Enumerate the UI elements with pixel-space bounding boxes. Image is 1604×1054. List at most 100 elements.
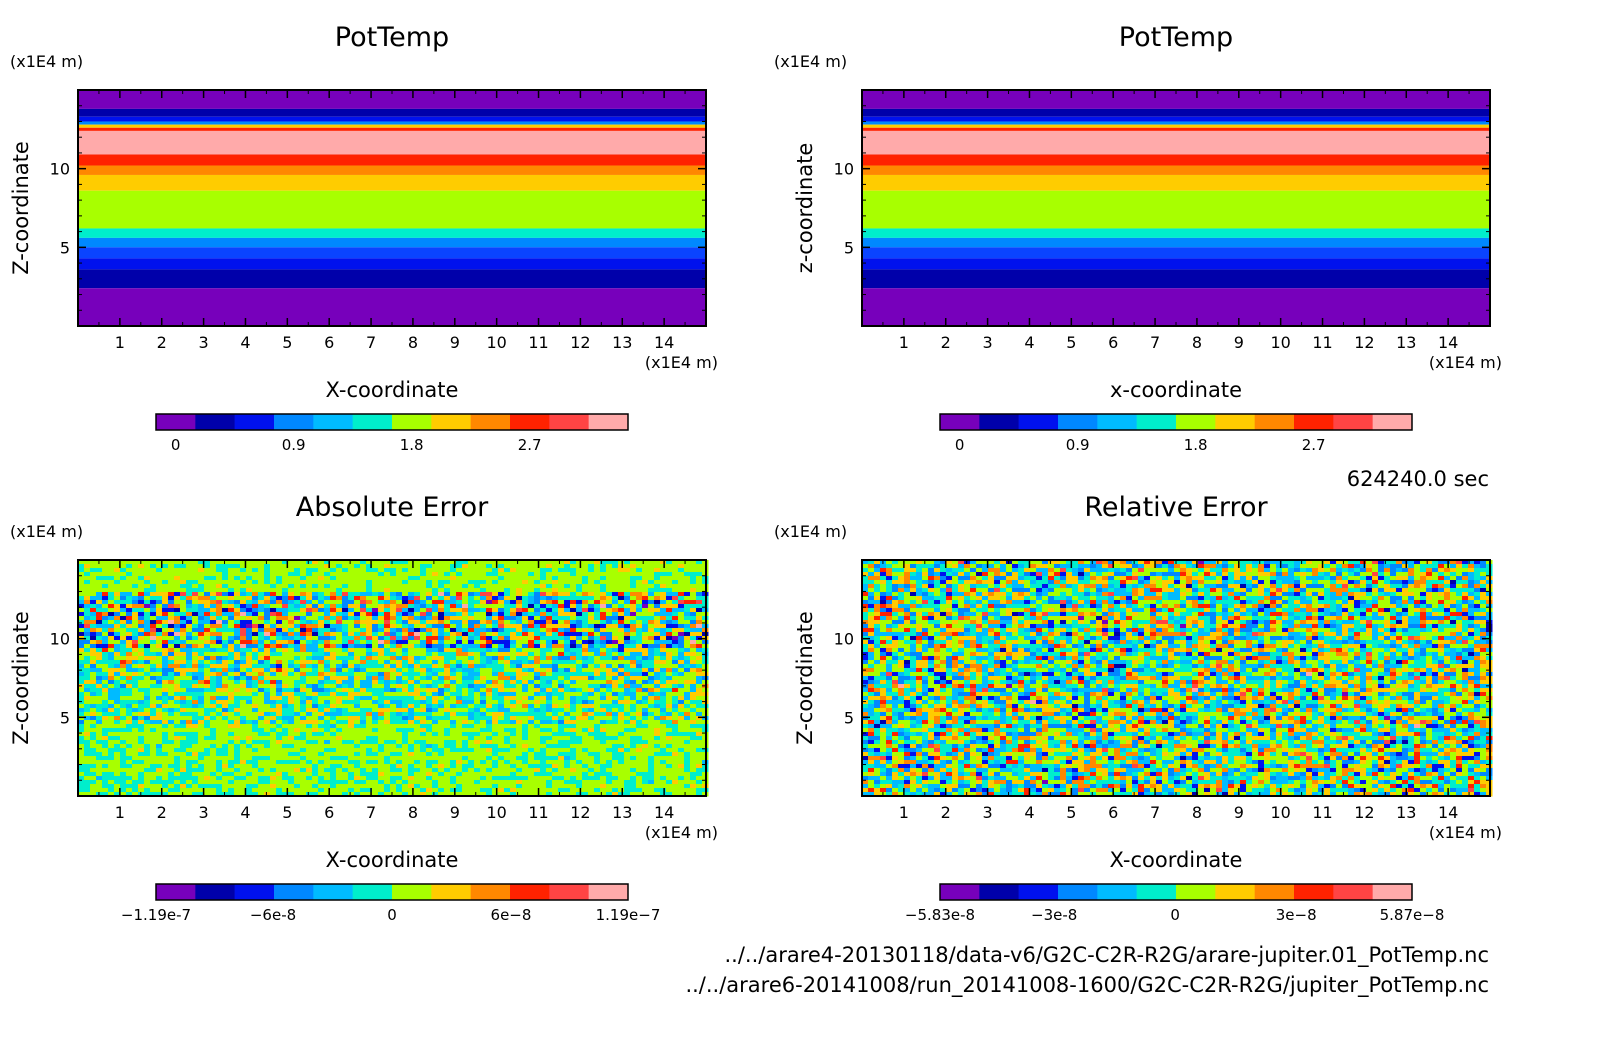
heatmap-cell (384, 580, 391, 585)
heatmap-cell (414, 628, 421, 633)
heatmap-cell (540, 708, 547, 713)
heatmap-cell (588, 704, 595, 709)
heatmap-cell (396, 704, 403, 709)
heatmap-cell (582, 632, 589, 637)
heatmap-cell (450, 592, 457, 597)
heatmap-cell (222, 612, 229, 617)
heatmap-cell (102, 632, 109, 637)
heatmap-cell (618, 576, 625, 581)
heatmap-cell (366, 720, 373, 725)
heatmap-cell (288, 720, 295, 725)
heatmap-cell (492, 716, 499, 721)
heatmap-cell (324, 724, 331, 729)
heatmap-cell (450, 676, 457, 681)
heatmap-cell (498, 568, 505, 573)
heatmap-cell (354, 736, 361, 741)
heatmap-cell (204, 628, 211, 633)
heatmap-cell (252, 688, 259, 693)
heatmap-cell (168, 620, 175, 625)
heatmap-cell (252, 676, 259, 681)
heatmap-cell (174, 732, 181, 737)
heatmap-cell (624, 620, 631, 625)
heatmap-cell (432, 616, 439, 621)
heatmap-cell (186, 620, 193, 625)
heatmap-cell (504, 700, 511, 705)
heatmap-cell (378, 568, 385, 573)
heatmap-cell (312, 716, 319, 721)
heatmap-cell (84, 600, 91, 605)
heatmap-cell (402, 700, 409, 705)
heatmap-cell (126, 620, 133, 625)
heatmap-cell (606, 700, 613, 705)
x-tick-label: 3 (983, 333, 993, 352)
heatmap-cell (150, 640, 157, 645)
heatmap-cell (630, 704, 637, 709)
heatmap-cell (612, 664, 619, 669)
heatmap-cell (156, 568, 163, 573)
heatmap-cell (426, 632, 433, 637)
heatmap-cell (558, 600, 565, 605)
heatmap-cell (168, 616, 175, 621)
x-tick-label: 12 (570, 333, 590, 352)
heatmap-cell (534, 608, 541, 613)
heatmap-cell (552, 576, 559, 581)
heatmap-cell (546, 668, 553, 673)
heatmap-cell (288, 640, 295, 645)
heatmap-cell (270, 592, 277, 597)
heatmap-cell (624, 724, 631, 729)
heatmap-cell (402, 644, 409, 649)
heatmap-cell (516, 712, 523, 717)
heatmap-cell (528, 632, 535, 637)
heatmap-cell (570, 644, 577, 649)
heatmap-cell (162, 580, 169, 585)
heatmap-cell (336, 656, 343, 661)
heatmap-cell (348, 716, 355, 721)
heatmap-cell (672, 652, 679, 657)
heatmap-cell (300, 580, 307, 585)
heatmap-cell (606, 732, 613, 737)
heatmap-cell (258, 608, 265, 613)
heatmap-cell (150, 560, 157, 565)
heatmap-cell (414, 684, 421, 689)
heatmap-cell (666, 660, 673, 665)
heatmap-cell (630, 716, 637, 721)
heatmap-cell (246, 688, 253, 693)
heatmap-cell (522, 656, 529, 661)
heatmap-cell (666, 712, 673, 717)
heatmap-cell (144, 676, 151, 681)
heatmap-cell (672, 564, 679, 569)
heatmap-cell (228, 704, 235, 709)
heatmap-cell (258, 644, 265, 649)
heatmap-cell (78, 732, 85, 737)
heatmap-cell (126, 736, 133, 741)
heatmap-cell (528, 672, 535, 677)
heatmap-cell (642, 680, 649, 685)
heatmap-cell (294, 584, 301, 589)
heatmap-cell (570, 616, 577, 621)
heatmap-cell (324, 568, 331, 573)
heatmap-cell (444, 672, 451, 677)
heatmap-cell (522, 724, 529, 729)
heatmap-cell (360, 572, 367, 577)
heatmap-cell (318, 732, 325, 737)
heatmap-cell (174, 640, 181, 645)
heatmap-cell (426, 636, 433, 641)
heatmap-cell (600, 732, 607, 737)
heatmap-cell (624, 560, 631, 565)
heatmap-cell (324, 664, 331, 669)
heatmap-cell (162, 708, 169, 713)
heatmap-cell (150, 688, 157, 693)
heatmap-cell (528, 664, 535, 669)
heatmap-cell (90, 608, 97, 613)
heatmap-cell (432, 612, 439, 617)
heatmap-cell (504, 572, 511, 577)
heatmap-cell (636, 628, 643, 633)
heatmap-cell (420, 684, 427, 689)
heatmap-cell (522, 668, 529, 673)
heatmap-cell (468, 720, 475, 725)
heatmap-cell (588, 584, 595, 589)
heatmap-cell (318, 564, 325, 569)
heatmap-cell (486, 564, 493, 569)
heatmap-cell (618, 720, 625, 725)
heatmap-cell (582, 560, 589, 565)
